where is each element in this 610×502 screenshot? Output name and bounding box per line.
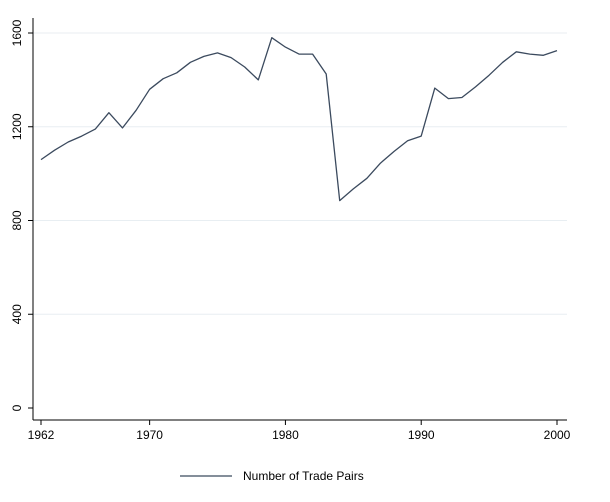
y-tick-label: 0	[10, 404, 24, 411]
x-tick-label: 1990	[408, 428, 435, 442]
x-tick-label: 2000	[544, 428, 571, 442]
series-line	[40, 37, 558, 202]
y-tick-label: 1200	[10, 113, 24, 140]
legend: Number of Trade Pairs	[180, 469, 364, 483]
y-tick-label: 800	[10, 210, 24, 230]
axes	[32, 18, 567, 421]
y-tick-label: 1600	[10, 19, 24, 46]
legend-label: Number of Trade Pairs	[243, 469, 364, 483]
series-group	[40, 37, 558, 202]
x-tick-label: 1970	[136, 428, 163, 442]
y-axis-ticks: 0 400 800 1200 1600	[10, 19, 33, 411]
x-tick-label: 1962	[28, 428, 55, 442]
x-axis-ticks: 1962 1970 1980 1990 2000	[28, 420, 571, 442]
x-tick-label: 1980	[272, 428, 299, 442]
y-tick-label: 400	[10, 304, 24, 324]
grid-lines	[33, 32, 567, 315]
